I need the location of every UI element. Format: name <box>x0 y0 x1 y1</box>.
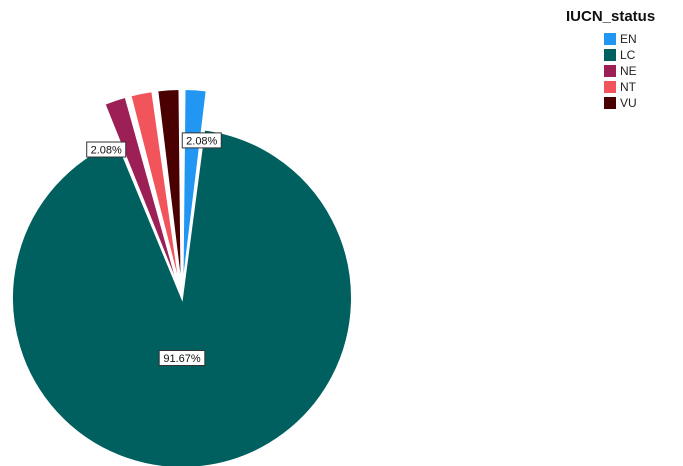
legend-label-vu: VU <box>620 96 637 110</box>
legend-item-lc: LC <box>604 47 678 63</box>
slice-lc <box>11 128 353 466</box>
legend-swatch-vu <box>604 97 616 109</box>
slice-nt <box>129 90 182 293</box>
legend-item-vu: VU <box>604 95 678 111</box>
legend-swatch-nt <box>604 81 616 93</box>
legend-swatch-en <box>604 33 616 45</box>
legend-item-en: EN <box>604 31 678 47</box>
data-label-lc: 91.67% <box>158 350 206 366</box>
data-label-box-ne <box>86 141 127 158</box>
data-label-text-en: 2.08% <box>186 135 217 147</box>
legend-swatch-lc <box>604 49 616 61</box>
data-label-box-lc <box>158 350 206 366</box>
legend-items: EN LC NE NT VU <box>566 31 678 111</box>
legend-label-lc: LC <box>620 48 636 62</box>
legend-label-ne: NE <box>620 64 637 78</box>
data-label-text-lc: 91.67% <box>163 353 201 365</box>
legend: IUCN_status EN LC NE NT VU <box>566 8 678 111</box>
data-label-text-ne: 2.08% <box>91 145 122 157</box>
legend-title: IUCN_status <box>566 8 656 25</box>
slice-vu <box>156 88 183 293</box>
legend-swatch-ne <box>604 65 616 77</box>
legend-item-ne: NE <box>604 63 678 79</box>
data-label-en: 2.08% <box>181 132 222 149</box>
legend-item-nt: NT <box>604 79 678 95</box>
data-label-ne: 2.08% <box>86 141 127 158</box>
legend-label-nt: NT <box>620 80 636 94</box>
legend-label-en: EN <box>620 32 637 46</box>
data-label-box-en <box>181 132 222 149</box>
